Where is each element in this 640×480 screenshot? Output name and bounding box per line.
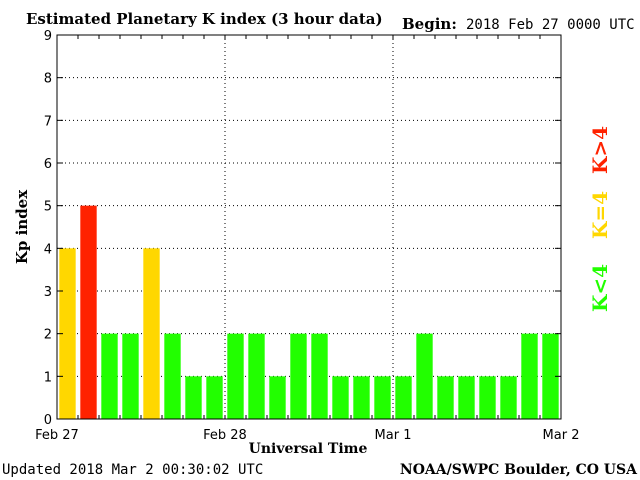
kp-bar bbox=[143, 248, 160, 419]
y-tick-label: 9 bbox=[44, 29, 52, 44]
x-axis-label: Universal Time bbox=[249, 441, 368, 457]
kp-bar bbox=[395, 376, 412, 419]
begin-label: Begin: bbox=[402, 15, 457, 33]
kp-bar bbox=[248, 333, 265, 419]
legend-k-equal-4: K=4 bbox=[588, 191, 612, 239]
kp-bar bbox=[542, 333, 559, 419]
kp-bar bbox=[206, 376, 223, 419]
kp-bar bbox=[521, 333, 538, 419]
kp-bar bbox=[59, 248, 76, 419]
kp-bar bbox=[311, 333, 328, 419]
legend-k-below-4: K<4 bbox=[588, 264, 612, 312]
legend-k-above-4: K>4 bbox=[588, 126, 612, 174]
kp-bar bbox=[416, 333, 433, 419]
x-tick-label: Feb 28 bbox=[203, 428, 247, 443]
kp-bar bbox=[80, 205, 97, 419]
kp-bar bbox=[458, 376, 475, 419]
kp-bar bbox=[185, 376, 202, 419]
kp-bar bbox=[290, 333, 307, 419]
kp-bar bbox=[227, 333, 244, 419]
kp-bar bbox=[500, 376, 517, 419]
kp-bar bbox=[332, 376, 349, 419]
chart-title: Estimated Planetary K index (3 hour data… bbox=[26, 10, 383, 28]
y-tick-label: 5 bbox=[44, 200, 52, 215]
y-tick-label: 8 bbox=[44, 72, 52, 87]
y-tick-label: 3 bbox=[44, 285, 52, 300]
credit-text: NOAA/SWPC Boulder, CO USA bbox=[400, 462, 638, 478]
updated-timestamp: Updated 2018 Mar 2 00:30:02 UTC bbox=[2, 462, 263, 478]
kp-bar bbox=[164, 333, 181, 419]
kp-bar bbox=[101, 333, 118, 419]
plot-area: 0 1 2 3 4 5 6 7 8 9 Feb 27 Feb 28 Mar 1 Mar 2 bbox=[35, 29, 579, 443]
kp-bar bbox=[479, 376, 496, 419]
y-tick-label: 0 bbox=[44, 413, 52, 428]
begin-value: 2018 Feb 27 0000 UTC bbox=[466, 17, 635, 33]
kp-bar bbox=[122, 333, 139, 419]
y-tick-label: 7 bbox=[44, 114, 52, 129]
y-axis-label: Kp index bbox=[13, 189, 31, 264]
x-tick-label: Feb 27 bbox=[35, 428, 79, 443]
kp-bar bbox=[374, 376, 391, 419]
kp-bar bbox=[437, 376, 454, 419]
x-tick-label: Mar 2 bbox=[543, 428, 580, 443]
y-tick-label: 6 bbox=[44, 157, 52, 172]
x-tick-label: Mar 1 bbox=[375, 428, 412, 443]
kp-bar bbox=[353, 376, 370, 419]
y-tick-label: 4 bbox=[44, 242, 52, 257]
y-tick-label: 2 bbox=[44, 328, 52, 343]
y-tick-label: 1 bbox=[44, 370, 52, 385]
kp-bar bbox=[269, 376, 286, 419]
